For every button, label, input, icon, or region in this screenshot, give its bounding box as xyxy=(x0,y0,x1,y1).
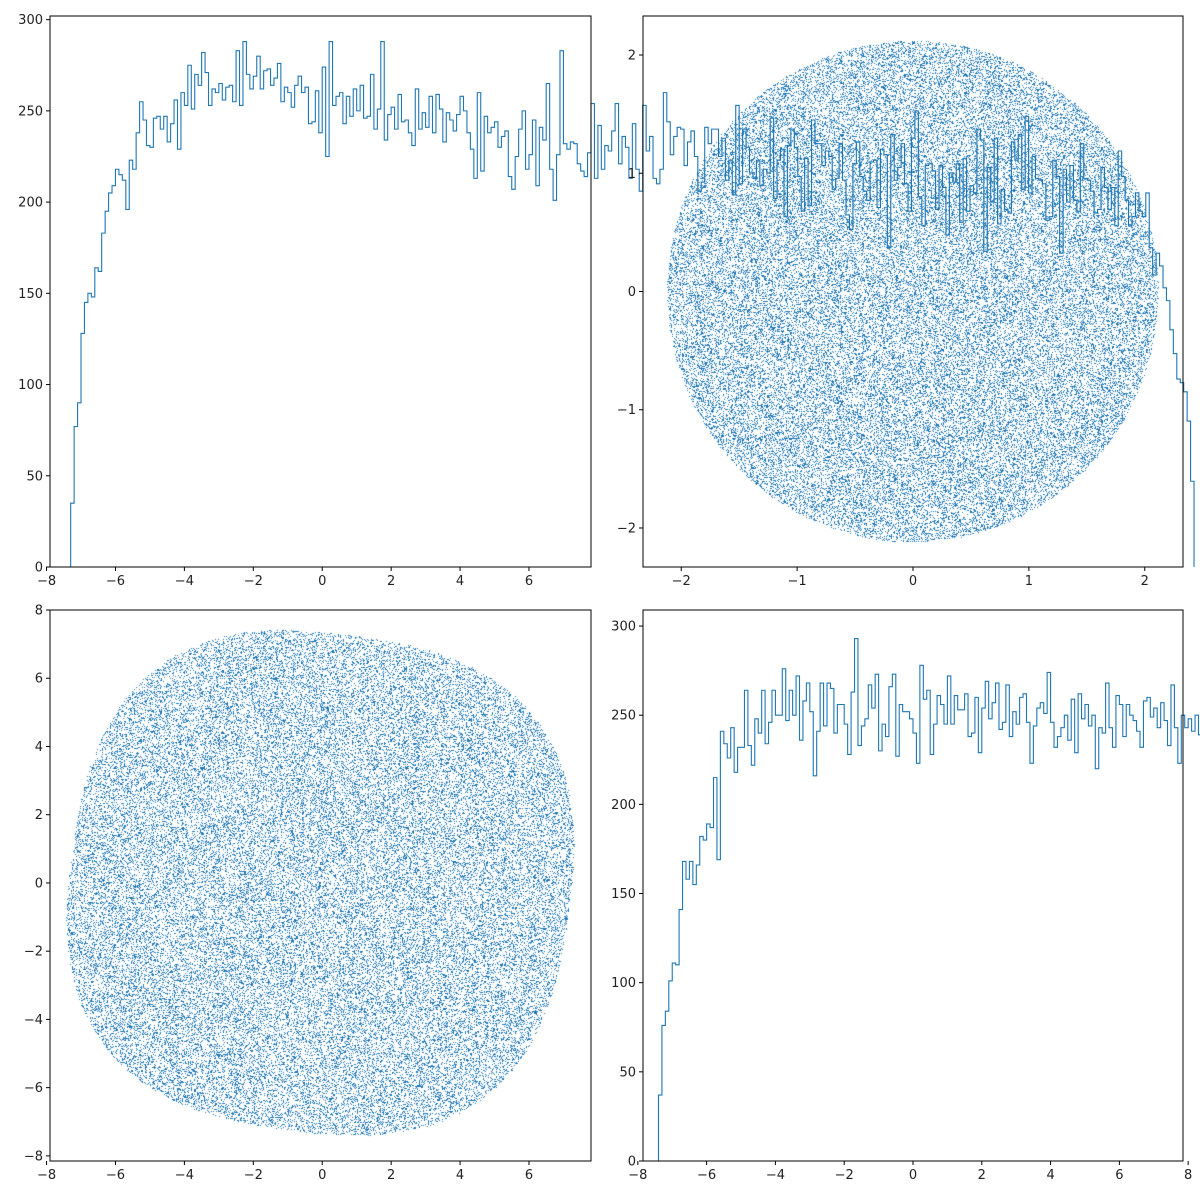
x-tick-label: 4 xyxy=(456,574,464,589)
y-tick-label: 1 xyxy=(628,167,636,182)
x-tick-label: −2 xyxy=(244,1168,263,1183)
y-tick-label: 0 xyxy=(628,1155,636,1170)
y-tick-label: 100 xyxy=(611,976,636,991)
x-tick-label: −6 xyxy=(106,574,125,589)
x-tick-label: 2 xyxy=(387,574,395,589)
x-tick-label: −4 xyxy=(175,1168,194,1183)
y-tick-label: 0 xyxy=(35,876,43,891)
x-tick-label: 4 xyxy=(456,1168,464,1183)
x-tick-label: 6 xyxy=(525,1168,533,1183)
x-tick-label: −8 xyxy=(37,574,56,589)
y-tick-label: −8 xyxy=(24,1149,43,1164)
x-tick-label: 0 xyxy=(909,574,917,589)
x-tick-label: −4 xyxy=(766,1168,785,1183)
y-tick-label: 250 xyxy=(611,709,636,724)
x-tick-label: −2 xyxy=(672,574,691,589)
y-tick-label: 100 xyxy=(18,378,43,393)
scatter-points xyxy=(643,16,1183,567)
y-tick-label: 150 xyxy=(611,887,636,902)
x-tick-label: 2 xyxy=(1141,574,1149,589)
y-tick-label: −4 xyxy=(24,1013,43,1028)
x-tick-label: 0 xyxy=(318,1168,326,1183)
y-tick-label: 250 xyxy=(18,104,43,119)
y-tick-label: −2 xyxy=(617,521,636,536)
scatter-disk-top-right: −2 −1 0 1 2 −2 −1 0 1 2 xyxy=(617,15,1184,589)
x-tick-label: −8 xyxy=(628,1168,647,1183)
x-tick-label: 2 xyxy=(387,1168,395,1183)
x-tick-label: −6 xyxy=(697,1168,716,1183)
y-tick-label: −2 xyxy=(24,945,43,960)
x-tick-label: −8 xyxy=(37,1168,56,1183)
x-tick-label: −2 xyxy=(244,574,263,589)
axes-frame xyxy=(49,15,592,568)
x-tick-label: 6 xyxy=(525,574,533,589)
scatter-points xyxy=(50,610,591,1161)
y-tick-label: 6 xyxy=(35,672,43,687)
x-tick-label: −1 xyxy=(788,574,807,589)
scatter-blob-bottom-left: −8 −6 −4 −2 0 2 4 6 −8 −6 −4 −2 0 2 4 6 8 xyxy=(24,604,592,1183)
y-tick-label: 2 xyxy=(628,49,636,64)
y-tick-label: −1 xyxy=(617,403,636,418)
axes-frame xyxy=(49,609,592,1162)
axes-frame xyxy=(642,609,1184,1162)
x-tick-label: 2 xyxy=(978,1168,986,1183)
histogram-bottom-right: −8 −6 −4 −2 0 2 4 6 8 0 50 100 150 200 250 300 xyxy=(611,609,1200,1183)
y-tick-label: 2 xyxy=(35,808,43,823)
y-tick-label: 0 xyxy=(628,285,636,300)
y-tick-label: 8 xyxy=(35,604,43,619)
x-tick-label: −2 xyxy=(835,1168,854,1183)
x-tick-label: −6 xyxy=(106,1168,125,1183)
axes-frame xyxy=(642,15,1184,568)
y-tick-label: 150 xyxy=(18,287,43,302)
x-tick-label: −4 xyxy=(175,574,194,589)
x-tick-label: 6 xyxy=(1115,1168,1123,1183)
y-tick-label: 300 xyxy=(18,13,43,28)
x-tick-label: 0 xyxy=(909,1168,917,1183)
x-tick-label: 4 xyxy=(1046,1168,1054,1183)
y-tick-label: 0 xyxy=(35,561,43,576)
y-tick-label: 50 xyxy=(26,469,43,484)
y-tick-label: 200 xyxy=(611,798,636,813)
x-tick-label: 0 xyxy=(318,574,326,589)
y-tick-label: 50 xyxy=(619,1065,636,1080)
x-tick-label: 8 xyxy=(1184,1168,1192,1183)
y-tick-label: −6 xyxy=(24,1081,43,1096)
x-tick-label: 1 xyxy=(1025,574,1033,589)
y-tick-label: 200 xyxy=(18,196,43,211)
y-tick-label: 4 xyxy=(35,740,43,755)
y-tick-label: 300 xyxy=(611,620,636,635)
